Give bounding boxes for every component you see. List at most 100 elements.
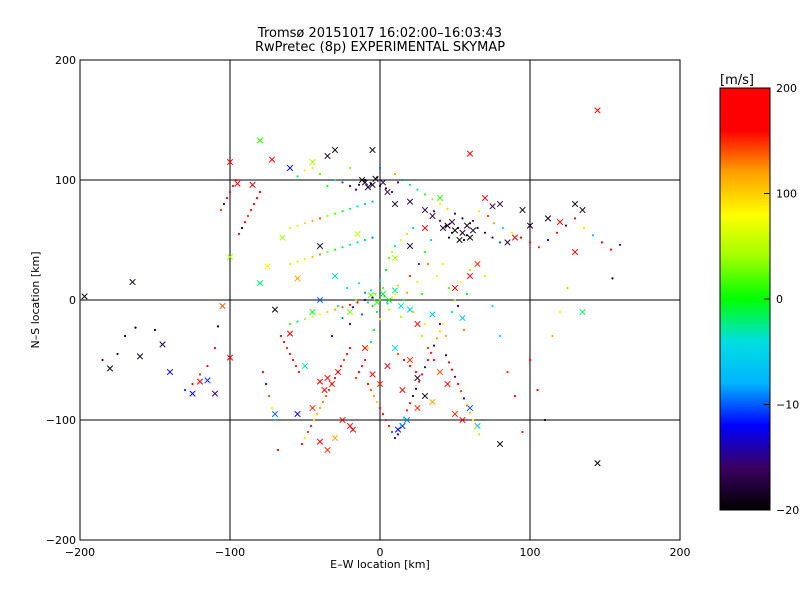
colorbar-tick-label: −200 [776, 504, 800, 517]
data-point-dot [303, 318, 307, 321]
data-point-dot [342, 358, 346, 362]
data-point-dot [243, 220, 247, 224]
data-point-dot [476, 226, 479, 230]
data-point-dot [300, 442, 304, 446]
data-point-x [436, 194, 444, 202]
data-point-x [544, 215, 552, 222]
data-point-dot [336, 304, 340, 308]
data-point-dot [387, 424, 391, 428]
data-point-dot [537, 246, 541, 249]
data-point-dot [354, 298, 358, 302]
data-point-dot [270, 406, 274, 410]
data-point-dot [402, 298, 406, 302]
data-point-dot [444, 354, 448, 357]
data-point-x [526, 222, 534, 229]
data-point-dot [438, 202, 442, 206]
data-point-x [271, 410, 279, 418]
data-point-dot [341, 316, 344, 320]
data-point-x [384, 188, 391, 196]
data-point-x [504, 239, 511, 246]
data-point-x [81, 293, 88, 300]
data-point-dot [429, 351, 433, 354]
data-point-dot [432, 210, 436, 213]
data-point-dot [390, 190, 394, 194]
data-point-dot [294, 364, 298, 368]
data-point-dot [213, 346, 217, 350]
data-point-dot [363, 202, 367, 206]
data-point-dot [564, 224, 568, 227]
data-point-x [496, 440, 504, 448]
y-tick-label: 200 [55, 54, 76, 67]
data-point-x [385, 296, 393, 304]
x-tick-label: −100 [215, 546, 245, 559]
data-point-x [256, 137, 264, 144]
data-point-dot [393, 436, 397, 440]
data-point-x [324, 446, 331, 454]
data-point-dot [551, 334, 554, 338]
data-point-x [136, 353, 144, 360]
data-point-x [466, 404, 474, 412]
data-point-dot [498, 334, 502, 338]
data-point-dot [414, 387, 418, 390]
colorbar-label: [m/s] [720, 73, 754, 88]
data-point-dot [356, 205, 359, 208]
data-point-x [436, 368, 444, 376]
data-point-dot [360, 313, 364, 316]
data-point-dot [491, 304, 494, 308]
data-point-dot [333, 274, 337, 278]
data-point-dot [498, 241, 502, 244]
data-point-x [309, 404, 316, 412]
data-point-dot [356, 241, 359, 244]
data-point-dot [357, 183, 361, 186]
data-point-dot [390, 296, 394, 299]
data-point-dot [381, 286, 385, 290]
data-point-dot [123, 334, 127, 338]
data-point-dot [372, 328, 376, 332]
data-point-x [189, 390, 196, 397]
data-point-dot [327, 388, 331, 392]
x-tick-label: 0 [377, 546, 384, 559]
data-point-dot [450, 310, 454, 314]
data-point-x [271, 306, 279, 313]
data-point-x [451, 284, 459, 292]
data-point-dot [384, 187, 388, 190]
data-point-x [481, 194, 489, 202]
data-point-dot [399, 315, 403, 318]
data-point-x [219, 302, 226, 310]
data-point-dot [326, 184, 329, 188]
data-point-dot [341, 210, 344, 213]
data-point-dot [429, 238, 433, 242]
data-point-dot [453, 375, 457, 378]
data-point-dot [366, 346, 370, 350]
data-point-dot [360, 364, 364, 368]
data-point-x [321, 386, 328, 394]
data-point-x [294, 275, 301, 282]
data-point-dot [456, 226, 460, 230]
data-point-dot [378, 184, 382, 188]
data-point-dot [474, 426, 478, 429]
data-point-dot [216, 325, 220, 328]
data-point-dot [396, 284, 400, 287]
data-point-dot [374, 292, 377, 296]
data-point-x [379, 179, 387, 186]
data-point-dot [416, 280, 419, 284]
data-point-dot [330, 382, 334, 386]
data-point-dot [282, 340, 286, 344]
data-point-x [459, 229, 466, 236]
x-axis-ticks: −200 −100 0 100 200 [65, 60, 691, 559]
data-point-dot [326, 310, 329, 314]
x-tick-label: 200 [670, 546, 691, 559]
data-point-x [429, 398, 436, 406]
data-point-dot [101, 358, 104, 362]
data-point-dot [420, 292, 424, 296]
data-point-x [391, 200, 399, 208]
data-point-x [519, 206, 526, 214]
data-point-dot [501, 226, 505, 230]
data-point-dot [521, 430, 524, 434]
data-point-dot [258, 190, 262, 194]
data-point-dot [363, 358, 367, 362]
data-point-dot [393, 172, 397, 176]
data-point-dot [399, 423, 403, 426]
data-point-x [316, 242, 324, 250]
data-point-x [459, 416, 466, 424]
